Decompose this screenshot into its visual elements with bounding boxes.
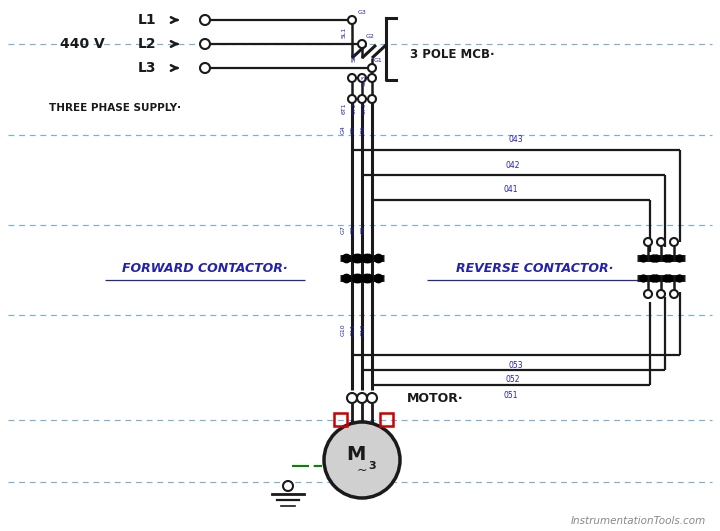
Circle shape xyxy=(348,95,356,103)
Circle shape xyxy=(357,393,367,403)
Text: MOTOR·: MOTOR· xyxy=(407,391,464,405)
Circle shape xyxy=(367,393,377,403)
Circle shape xyxy=(368,95,376,103)
Text: FORWARD CONTACTOR·: FORWARD CONTACTOR· xyxy=(122,261,288,275)
Text: G9: G9 xyxy=(361,226,366,235)
Text: ~: ~ xyxy=(356,464,367,477)
Circle shape xyxy=(324,422,400,498)
Circle shape xyxy=(670,290,678,298)
Text: THREE PHASE SUPPLY·: THREE PHASE SUPPLY· xyxy=(49,103,181,113)
Text: 3 POLE MCB·: 3 POLE MCB· xyxy=(410,48,495,62)
Text: L1: L1 xyxy=(138,13,156,27)
Text: G4: G4 xyxy=(341,125,346,134)
Text: 042: 042 xyxy=(505,160,521,169)
Text: L3: L3 xyxy=(138,61,156,75)
Bar xyxy=(334,413,347,426)
Text: 440 V: 440 V xyxy=(60,37,104,51)
Text: 6T1: 6T1 xyxy=(341,102,346,114)
Text: 043: 043 xyxy=(509,135,523,144)
Text: G6: G6 xyxy=(361,126,366,134)
Text: G3: G3 xyxy=(358,10,366,14)
Circle shape xyxy=(644,238,652,246)
Text: G2: G2 xyxy=(366,33,374,39)
Text: 3: 3 xyxy=(368,461,376,471)
Circle shape xyxy=(368,74,376,82)
Circle shape xyxy=(358,74,366,82)
Circle shape xyxy=(670,238,678,246)
Circle shape xyxy=(283,481,293,491)
Text: L2: L2 xyxy=(138,37,156,51)
Text: 6T2: 6T2 xyxy=(351,102,356,114)
Text: G1: G1 xyxy=(374,57,382,63)
Circle shape xyxy=(348,74,356,82)
Text: REVERSE CONTACTOR·: REVERSE CONTACTOR· xyxy=(456,261,613,275)
Circle shape xyxy=(368,64,376,72)
Text: 5L2: 5L2 xyxy=(351,50,356,62)
Bar xyxy=(380,413,393,426)
Text: 051: 051 xyxy=(504,390,518,399)
Circle shape xyxy=(657,290,665,298)
Circle shape xyxy=(200,39,210,49)
Text: 5L3: 5L3 xyxy=(361,74,366,85)
Text: 052: 052 xyxy=(505,375,521,384)
Text: M: M xyxy=(346,444,366,464)
Circle shape xyxy=(358,40,366,48)
Text: 041: 041 xyxy=(504,185,518,194)
Circle shape xyxy=(348,16,356,24)
Circle shape xyxy=(358,95,366,103)
Text: G8: G8 xyxy=(351,226,356,234)
Text: G10: G10 xyxy=(341,324,346,336)
Circle shape xyxy=(200,15,210,25)
Text: G12: G12 xyxy=(361,323,366,336)
Circle shape xyxy=(657,238,665,246)
Text: 053: 053 xyxy=(509,361,523,370)
Text: G5: G5 xyxy=(351,126,356,134)
Text: G11: G11 xyxy=(351,324,356,336)
Circle shape xyxy=(644,290,652,298)
Text: G7: G7 xyxy=(341,226,346,235)
Circle shape xyxy=(347,393,357,403)
Text: InstrumentationTools.com: InstrumentationTools.com xyxy=(571,516,706,526)
Text: 6T3: 6T3 xyxy=(361,102,366,114)
Circle shape xyxy=(200,63,210,73)
Text: 5L1: 5L1 xyxy=(341,27,346,38)
